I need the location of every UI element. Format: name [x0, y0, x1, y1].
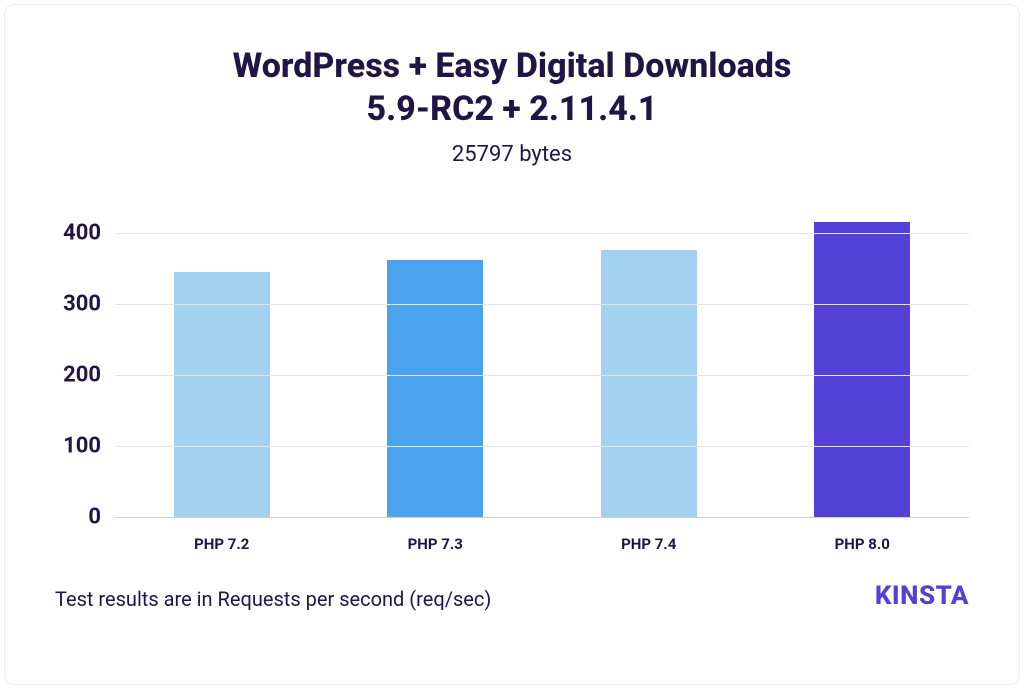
x-axis-labels: PHP 7.2 PHP 7.3 PHP 7.4 PHP 8.0 — [115, 535, 969, 553]
bar — [387, 260, 483, 517]
gridline — [115, 233, 969, 234]
bar — [814, 222, 910, 517]
y-tick-label: 400 — [63, 220, 101, 245]
bar — [174, 272, 270, 517]
y-tick-label: 0 — [88, 505, 101, 530]
plot-area — [115, 197, 969, 517]
y-tick-label: 100 — [63, 433, 101, 458]
chart-footer: Test results are in Requests per second … — [55, 581, 969, 611]
gridline — [115, 375, 969, 376]
chart-title-line2: 5.9-RC2 + 2.11.4.1 — [366, 89, 657, 129]
gridline — [115, 517, 969, 518]
x-tick-label: PHP 7.3 — [387, 535, 483, 553]
bar — [601, 250, 697, 517]
x-tick-label: PHP 7.4 — [601, 535, 697, 553]
y-axis: 0100200300400 — [55, 197, 115, 517]
chart-title: WordPress + Easy Digital Downloads 5.9-R… — [55, 45, 969, 130]
chart-area: 0100200300400 — [55, 197, 969, 517]
y-tick-label: 300 — [63, 291, 101, 316]
chart-card: WordPress + Easy Digital Downloads 5.9-R… — [4, 4, 1020, 685]
x-tick-label: PHP 8.0 — [814, 535, 910, 553]
x-tick-label: PHP 7.2 — [174, 535, 270, 553]
chart-subtitle: 25797 bytes — [55, 142, 969, 167]
footnote-text: Test results are in Requests per second … — [55, 587, 491, 611]
gridline — [115, 446, 969, 447]
y-tick-label: 200 — [63, 362, 101, 387]
brand-logo: KINSTA — [875, 581, 969, 611]
chart-title-line1: WordPress + Easy Digital Downloads — [233, 46, 792, 86]
gridline — [115, 304, 969, 305]
bars-container — [115, 197, 969, 517]
